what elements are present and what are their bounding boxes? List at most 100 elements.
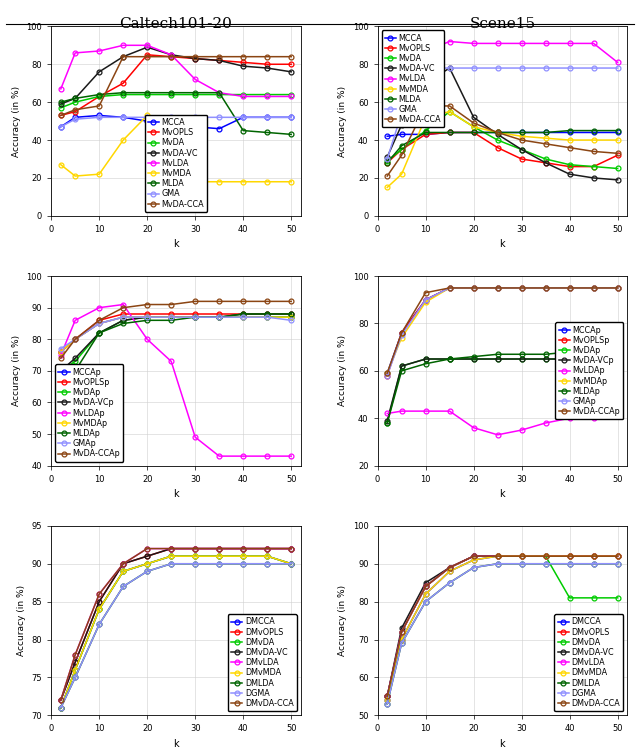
- MvDA-VC: [239, 62, 247, 71]
- Line: MLDA: MLDA: [58, 90, 294, 137]
- DMvDA-CCA: [95, 590, 103, 599]
- DMCCA: [566, 552, 573, 561]
- MvDA-CCAp: [72, 335, 79, 344]
- MCCAp: [614, 283, 621, 292]
- MLDA: [120, 88, 127, 97]
- DMLDA: [383, 700, 391, 709]
- DMvLDA: [264, 544, 271, 553]
- DMCCA: [72, 666, 79, 675]
- MLDAp: [590, 347, 598, 356]
- GMAp: [239, 312, 247, 322]
- MvDA: [383, 157, 391, 166]
- Line: DMvDA-VC: DMvDA-VC: [385, 553, 620, 699]
- MCCAp: [191, 312, 199, 322]
- MLDA: [287, 130, 295, 139]
- MvDA-VC: [422, 78, 429, 87]
- MvLDAp: [422, 407, 429, 416]
- DMvDA-VC: [541, 552, 549, 561]
- DMCCA: [239, 552, 247, 561]
- GMA: [614, 63, 621, 72]
- DMvLDA: [143, 544, 151, 553]
- MvDAp: [614, 355, 621, 364]
- DMvDA: [494, 552, 502, 561]
- MLDAp: [494, 349, 502, 358]
- MvDA-CCAp: [287, 297, 295, 306]
- DMvDA: [168, 552, 175, 561]
- GMA: [120, 113, 127, 122]
- MvLDAp: [239, 452, 247, 461]
- DMvLDA: [494, 552, 502, 561]
- MvDA-VCp: [446, 355, 454, 364]
- DMvDA-VC: [518, 552, 525, 561]
- MLDAp: [191, 312, 199, 322]
- MvMDA: [590, 136, 598, 145]
- MvDA-VCp: [287, 309, 295, 319]
- X-axis label: k: k: [173, 489, 179, 499]
- MvLDAp: [590, 413, 598, 422]
- DGMA: [614, 559, 621, 569]
- MvDAp: [216, 312, 223, 322]
- DMvDA-CCA: [614, 552, 621, 561]
- MvMDA: [397, 169, 406, 178]
- DMLDA: [541, 559, 549, 569]
- MvDA-CCA: [590, 147, 598, 156]
- Y-axis label: Accuracy (in %): Accuracy (in %): [339, 86, 348, 157]
- DMvDA-VC: [470, 552, 477, 561]
- Line: DMvOPLS: DMvOPLS: [58, 546, 294, 703]
- MvOPLSp: [590, 283, 598, 292]
- DMvDA: [72, 666, 79, 675]
- MvLDA: [120, 41, 127, 50]
- DGMA: [239, 559, 247, 569]
- Line: MvOPLSp: MvOPLSp: [385, 285, 620, 378]
- GMA: [239, 113, 247, 122]
- MvLDA: [264, 92, 271, 101]
- DMvMDA: [590, 552, 598, 561]
- MvDA: [95, 92, 103, 101]
- MCCA: [541, 128, 549, 137]
- MvMDAp: [216, 312, 223, 322]
- DMLDA: [72, 673, 79, 682]
- DMvOPLS: [470, 552, 477, 561]
- MLDAp: [566, 347, 573, 356]
- MCCAp: [120, 312, 127, 322]
- DGMA: [397, 639, 406, 648]
- DMvMDA: [168, 552, 175, 561]
- DMvOPLS: [57, 696, 65, 705]
- DGMA: [95, 620, 103, 629]
- MvLDA: [168, 50, 175, 59]
- MvLDA: [143, 41, 151, 50]
- DMvOPLS: [143, 552, 151, 561]
- MvDAp: [397, 361, 406, 370]
- MvOPLS: [518, 154, 525, 163]
- MvDAp: [383, 419, 391, 428]
- GMA: [541, 63, 549, 72]
- DMvLDA: [239, 544, 247, 553]
- MvMDAp: [446, 283, 454, 292]
- MvDAp: [518, 355, 525, 364]
- MvDA-VC: [143, 43, 151, 52]
- Line: MCCAp: MCCAp: [58, 315, 294, 355]
- MvDAp: [287, 312, 295, 322]
- Line: DMvLDA: DMvLDA: [385, 553, 620, 699]
- GMAp: [168, 312, 175, 322]
- MvLDAp: [397, 407, 406, 416]
- GMA: [383, 154, 391, 163]
- DMvDA-VC: [422, 578, 429, 587]
- MvDA-CCA: [494, 128, 502, 137]
- DMvDA: [264, 552, 271, 561]
- MvDA-VCp: [168, 312, 175, 322]
- MvDA-VC: [590, 173, 598, 182]
- MLDA: [422, 128, 429, 137]
- MvOPLS: [216, 56, 223, 65]
- MvDA-CCAp: [566, 283, 573, 292]
- GMA: [494, 63, 502, 72]
- DGMA: [143, 567, 151, 576]
- Y-axis label: Accuracy (in %): Accuracy (in %): [12, 335, 21, 407]
- MCCA: [143, 117, 151, 126]
- DMvMDA: [95, 605, 103, 614]
- MvMDAp: [566, 283, 573, 292]
- MvDAp: [590, 355, 598, 364]
- DMvDA-CCA: [191, 544, 199, 553]
- DMvOPLS: [566, 552, 573, 561]
- DMLDA: [518, 559, 525, 569]
